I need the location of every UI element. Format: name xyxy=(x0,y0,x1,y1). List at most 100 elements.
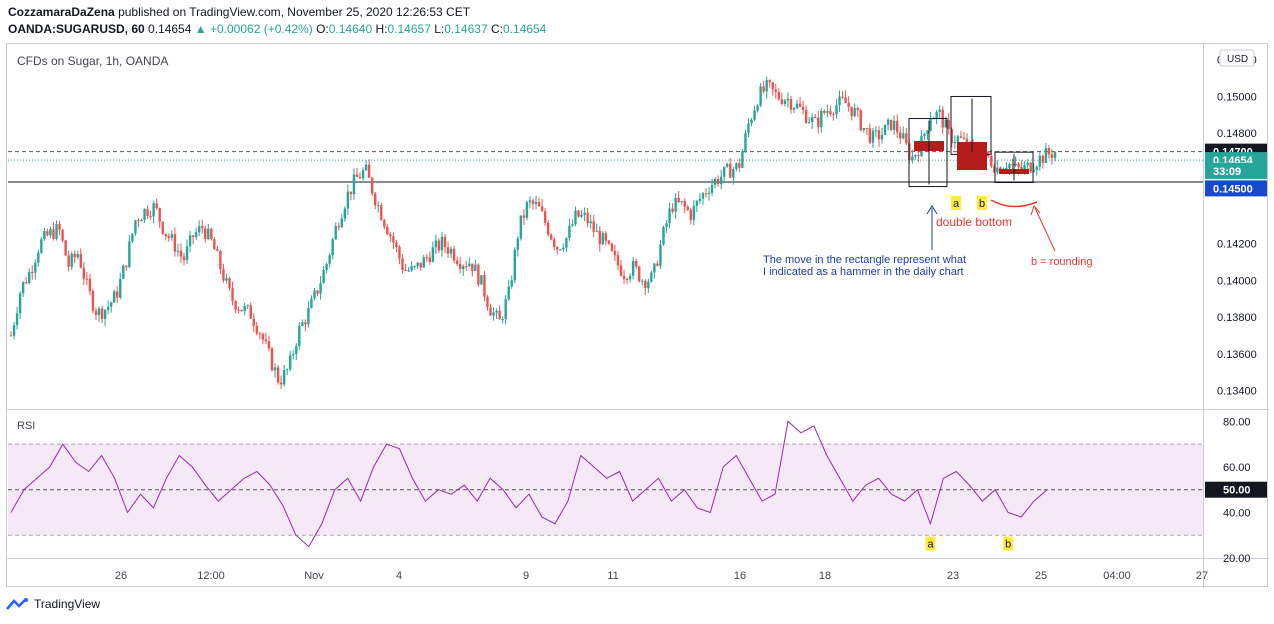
candle-body xyxy=(671,208,674,212)
candle-body xyxy=(158,208,161,222)
chart-canvas[interactable]: 0.152000.150000.148000.142000.140000.138… xyxy=(7,44,1269,588)
footer-brand[interactable]: TradingView xyxy=(6,597,100,611)
author-name[interactable]: CozzamaraDaZena xyxy=(8,5,115,19)
candle-body xyxy=(489,307,492,316)
candle-body xyxy=(838,96,841,106)
candle-body xyxy=(146,208,149,216)
candle-body xyxy=(580,214,583,217)
candle-body xyxy=(914,154,917,157)
candle-body xyxy=(525,202,529,218)
candle-body xyxy=(889,119,893,130)
candle-body xyxy=(650,272,653,282)
candle-body xyxy=(604,233,608,241)
candle-body xyxy=(143,208,146,220)
candle-body xyxy=(880,134,884,140)
candle-body xyxy=(886,119,890,125)
candle-body xyxy=(370,177,374,194)
candle-body xyxy=(1053,151,1057,158)
candle-body xyxy=(804,109,808,123)
candle-body xyxy=(829,111,832,115)
candle-body xyxy=(543,211,547,223)
candle-body xyxy=(716,178,720,185)
candle-body xyxy=(401,258,404,271)
price-axis-badge-label: 0.14500 xyxy=(1213,183,1253,195)
candle-body xyxy=(568,225,571,238)
candle-body xyxy=(938,109,941,112)
candle-body xyxy=(261,334,265,340)
candle-body xyxy=(310,298,313,308)
marker-a-badge xyxy=(951,196,961,210)
candle-body xyxy=(164,233,167,236)
candle-body xyxy=(610,243,614,251)
candle-body xyxy=(504,299,507,319)
rsi-value-badge xyxy=(1205,481,1267,498)
candle-body xyxy=(774,89,777,93)
candle-body xyxy=(40,239,43,253)
candle-body xyxy=(276,367,280,383)
candle-body xyxy=(446,247,450,254)
candle-body xyxy=(152,203,155,217)
candle-body xyxy=(841,96,844,98)
candle-body xyxy=(704,193,708,195)
candle-body xyxy=(231,288,234,302)
chart-frame[interactable]: 0.152000.150000.148000.142000.140000.138… xyxy=(6,43,1269,588)
price-axis-badge xyxy=(1205,180,1267,197)
rounding-curve xyxy=(990,199,1038,208)
candle-body xyxy=(634,261,638,267)
candle-body xyxy=(97,308,101,316)
candles-group xyxy=(9,76,1057,390)
candle-body xyxy=(289,355,292,370)
candle-body xyxy=(194,232,198,238)
candle-body xyxy=(52,229,55,239)
symbol-label[interactable]: OANDA:SUGARUSD, 60 xyxy=(8,22,145,36)
candle-body xyxy=(641,280,644,282)
time-tick-label: 27 xyxy=(1196,570,1208,582)
candle-body xyxy=(468,263,471,267)
candle-body xyxy=(207,228,210,240)
currency-button xyxy=(1219,49,1255,67)
candle-body xyxy=(106,306,110,310)
candle-body xyxy=(1050,154,1054,158)
rsi-tick-label: 40.00 xyxy=(1223,507,1251,519)
candle-body xyxy=(434,240,438,248)
candle-body xyxy=(346,191,350,209)
candle-body xyxy=(556,247,559,250)
candle-body xyxy=(404,270,407,272)
candle-body xyxy=(501,318,504,320)
candle-body xyxy=(128,241,131,268)
candle-body xyxy=(55,223,58,239)
candle-body xyxy=(798,103,802,107)
candle-body xyxy=(437,240,441,251)
candle-body xyxy=(273,367,277,371)
candle-body xyxy=(252,318,255,326)
candle-body xyxy=(935,111,938,119)
candle-body xyxy=(328,255,331,264)
candle-body xyxy=(947,119,950,130)
candle-body xyxy=(246,305,249,307)
candle-body xyxy=(495,310,498,313)
candle-body xyxy=(868,128,872,143)
candle-body xyxy=(377,205,380,207)
candle-body xyxy=(990,155,993,167)
publish-text: published on TradingView.com, November 2… xyxy=(118,5,471,19)
candle-body xyxy=(844,97,847,104)
candle-body xyxy=(240,309,243,312)
candle-body xyxy=(325,263,328,271)
candle-body xyxy=(1041,155,1045,163)
candle-body xyxy=(161,221,164,234)
candle-body xyxy=(865,127,869,129)
price-change: ▲ +0.00062 (+0.42%) xyxy=(194,22,313,36)
candle-body xyxy=(902,133,905,139)
marker-a-label: a xyxy=(953,198,960,210)
candle-body xyxy=(756,105,759,111)
candle-body xyxy=(67,255,70,267)
close-value: 0.14654 xyxy=(502,22,547,36)
currency-button-label: USD xyxy=(1227,54,1248,65)
candle-body xyxy=(747,123,750,134)
candle-body xyxy=(116,291,119,298)
candle-body xyxy=(1044,147,1048,163)
candle-body xyxy=(307,307,310,325)
rounding-arrowhead xyxy=(1030,205,1041,216)
candle-body xyxy=(222,269,225,281)
candle-body xyxy=(91,291,95,311)
